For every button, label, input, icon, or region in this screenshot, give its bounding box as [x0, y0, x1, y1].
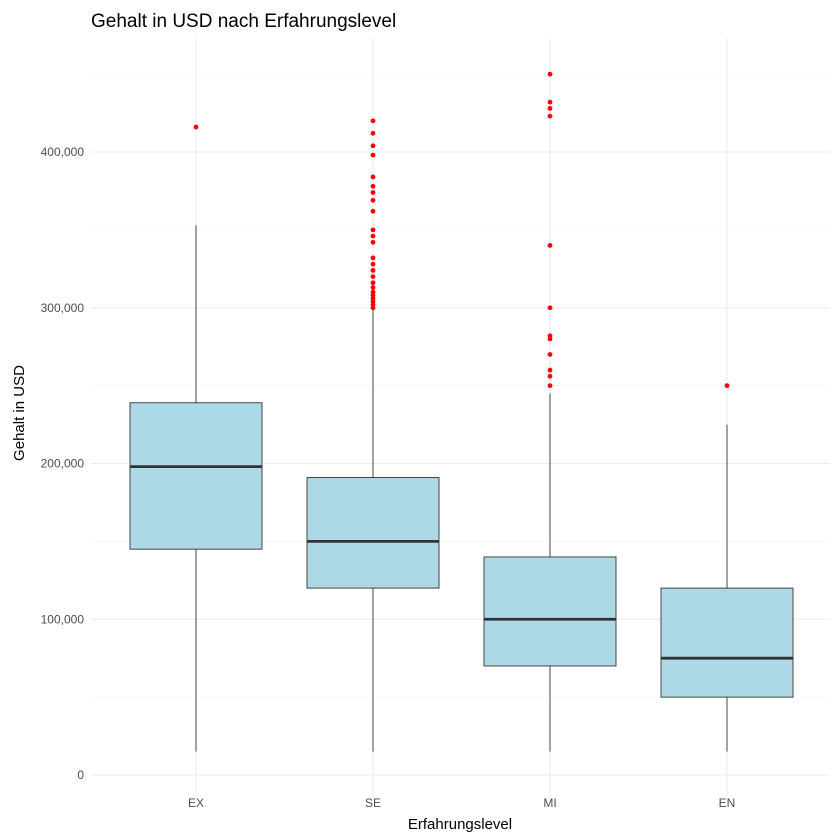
outlier-point [547, 71, 553, 77]
outlier-point [370, 118, 376, 124]
outlier-point [547, 367, 553, 373]
y-axis-title: Gehalt in USD [11, 365, 28, 461]
outlier-point [547, 373, 553, 379]
outlier-point [370, 143, 376, 149]
box-series [129, 71, 794, 752]
outlier-point [193, 124, 199, 130]
outlier-point [547, 105, 553, 111]
y-tick-label: 0 [77, 768, 84, 782]
outlier-point [547, 113, 553, 119]
outlier-point [370, 174, 376, 180]
outlier-point [370, 267, 376, 273]
x-axis-ticks: EX SE MI EN [188, 796, 735, 810]
outlier-point [370, 280, 376, 286]
box-body [129, 402, 263, 550]
box-en [660, 383, 794, 752]
outlier-point [370, 233, 376, 239]
outlier-point [370, 239, 376, 245]
outlier-point [370, 190, 376, 195]
outlier-point [547, 305, 553, 311]
x-tick-label: SE [365, 796, 381, 810]
y-tick-label: 300,000 [41, 301, 85, 315]
outlier-point [370, 289, 376, 295]
outlier-point [370, 274, 376, 279]
box-body [660, 587, 794, 698]
box-body [306, 477, 440, 589]
outlier-point [370, 285, 376, 290]
box-mi [483, 71, 617, 752]
chart-title: Gehalt in USD nach Erfahrungslevel [91, 11, 396, 32]
outlier-point [370, 227, 376, 233]
y-tick-label: 400,000 [41, 145, 85, 159]
y-tick-label: 200,000 [41, 457, 85, 471]
outlier-point [547, 333, 553, 339]
box-ex [129, 124, 263, 752]
outlier-point [370, 255, 376, 261]
outlier-point [547, 383, 553, 389]
box-se [306, 118, 440, 752]
y-axis-ticks: 0 100,000 200,000 300,000 400,000 [41, 145, 85, 782]
outlier-point [370, 183, 376, 189]
outlier-point [724, 383, 730, 389]
outlier-point [370, 130, 376, 136]
outlier-point [370, 152, 376, 158]
x-axis-title: Erfahrungslevel [408, 816, 512, 833]
outlier-point [370, 197, 376, 203]
box-body [483, 556, 617, 667]
y-tick-label: 100,000 [41, 612, 85, 626]
outlier-point [370, 261, 376, 267]
outlier-point [547, 99, 553, 105]
outlier-point [547, 352, 553, 357]
outlier-point [370, 208, 376, 214]
x-tick-label: EX [188, 796, 204, 810]
x-tick-label: MI [543, 796, 556, 810]
x-tick-label: EN [719, 796, 736, 810]
outlier-point [547, 243, 553, 248]
